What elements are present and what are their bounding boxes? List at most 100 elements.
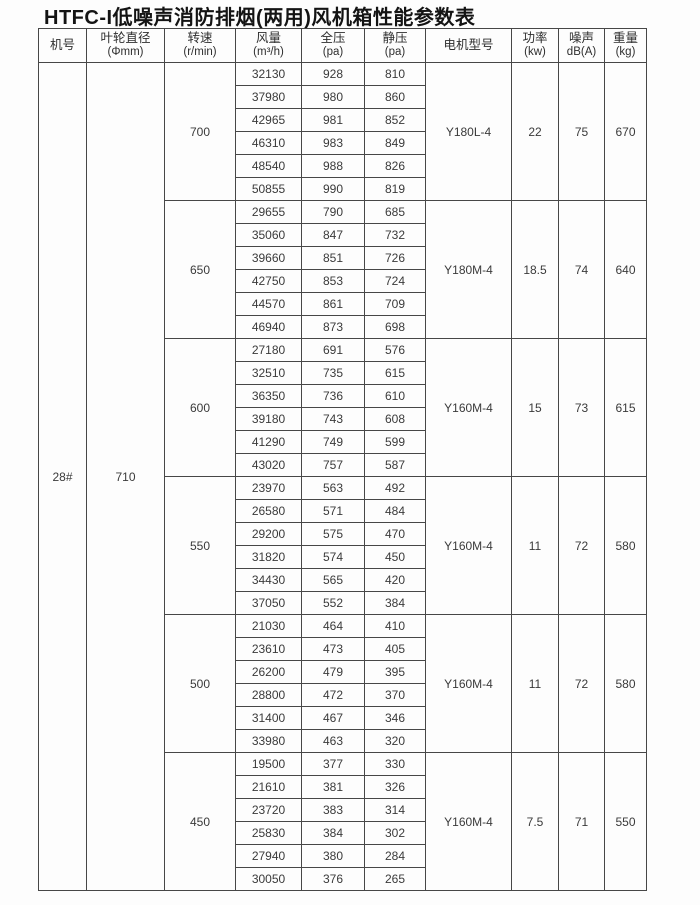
table-row: 31820 574 450 <box>39 545 647 569</box>
static-pressure-cell: 320 <box>364 729 426 753</box>
table-row: 35060 847 732 <box>39 223 647 247</box>
total-pressure-cell: 736 <box>301 384 365 408</box>
static-pressure-cell: 330 <box>364 752 426 776</box>
header-airflow: 风量 (m³/h) <box>235 28 302 63</box>
total-pressure-cell: 574 <box>301 545 365 569</box>
static-pressure-cell: 284 <box>364 844 426 868</box>
noise-cell: 71 <box>558 752 605 891</box>
airflow-cell: 23610 <box>235 637 302 661</box>
airflow-cell: 42750 <box>235 269 302 293</box>
total-pressure-cell: 990 <box>301 177 365 201</box>
table-row: 500 21030 464 410 Y160M-4 11 72 580 <box>39 614 647 753</box>
table-row: 46310 983 849 <box>39 131 647 155</box>
total-pressure-cell: 691 <box>301 338 365 362</box>
airflow-cell: 37050 <box>235 591 302 615</box>
total-pressure-cell: 757 <box>301 453 365 477</box>
header-weight: 重量 (kg) <box>604 28 647 63</box>
airflow-cell: 27940 <box>235 844 302 868</box>
impeller-diameter-cell: 710 <box>86 62 165 891</box>
airflow-cell: 26580 <box>235 499 302 523</box>
motor-model-cell: Y180M-4 <box>425 200 512 339</box>
static-pressure-cell: 726 <box>364 246 426 270</box>
header-label: 风量 <box>255 31 281 46</box>
table-row: 48540 988 826 <box>39 154 647 178</box>
total-pressure-cell: 377 <box>301 752 365 776</box>
static-pressure-cell: 576 <box>364 338 426 362</box>
page-title: HTFC-I低噪声消防排烟(两用)风机箱性能参数表 <box>44 7 476 29</box>
total-pressure-cell: 384 <box>301 821 365 845</box>
static-pressure-cell: 302 <box>364 821 426 845</box>
total-pressure-cell: 381 <box>301 775 365 799</box>
table-row: 27940 380 284 <box>39 844 647 868</box>
static-pressure-cell: 420 <box>364 568 426 592</box>
static-pressure-cell: 724 <box>364 269 426 293</box>
header-speed: 转速 (r/min) <box>164 28 236 63</box>
static-pressure-cell: 450 <box>364 545 426 569</box>
airflow-cell: 26200 <box>235 660 302 684</box>
total-pressure-cell: 380 <box>301 844 365 868</box>
airflow-cell: 21610 <box>235 775 302 799</box>
static-pressure-cell: 709 <box>364 292 426 316</box>
total-pressure-cell: 983 <box>301 131 365 155</box>
total-pressure-cell: 565 <box>301 568 365 592</box>
header-noise: 噪声 dB(A) <box>558 28 605 63</box>
weight-cell: 615 <box>604 338 647 477</box>
static-pressure-cell: 587 <box>364 453 426 477</box>
power-cell: 22 <box>511 62 559 201</box>
table-row: 21610 381 326 <box>39 775 647 799</box>
static-pressure-cell: 852 <box>364 108 426 132</box>
airflow-cell: 46940 <box>235 315 302 339</box>
noise-cell: 74 <box>558 200 605 339</box>
weight-cell: 580 <box>604 476 647 615</box>
airflow-cell: 21030 <box>235 614 302 638</box>
airflow-cell: 39660 <box>235 246 302 270</box>
header-unit: (pa) <box>384 46 406 59</box>
table-row: 26580 571 484 <box>39 499 647 523</box>
noise-cell: 72 <box>558 476 605 615</box>
power-cell: 11 <box>511 476 559 615</box>
header-row: 机号 叶轮直径 (Φmm) 转速 (r/min) 风量 (m³/h) 全压 (pa) 静压 (pa)… <box>38 28 647 63</box>
header-label: 全压 <box>320 31 346 46</box>
airflow-cell: 31820 <box>235 545 302 569</box>
static-pressure-cell: 484 <box>364 499 426 523</box>
header-unit: dB(A) <box>566 46 597 59</box>
static-pressure-cell: 849 <box>364 131 426 155</box>
total-pressure-cell: 735 <box>301 361 365 385</box>
airflow-cell: 19500 <box>235 752 302 776</box>
table-row: 39660 851 726 <box>39 246 647 270</box>
header-unit: (Φmm) <box>107 46 144 59</box>
total-pressure-cell: 467 <box>301 706 365 730</box>
static-pressure-cell: 410 <box>364 614 426 638</box>
header-motor-model: 电机型号 <box>425 28 512 63</box>
table-row: 450 19500 377 330 Y160M-4 7.5 71 550 <box>39 752 647 891</box>
motor-model-cell: Y160M-4 <box>425 752 512 891</box>
header-machine-no: 机号 <box>38 28 87 63</box>
header-unit: (pa) <box>322 46 344 59</box>
header-label: 转速 <box>187 31 213 46</box>
speed-cell: 600 <box>164 338 236 477</box>
table-row: 23610 473 405 <box>39 637 647 661</box>
table-row: 30050 376 265 <box>39 867 647 891</box>
static-pressure-cell: 314 <box>364 798 426 822</box>
total-pressure-cell: 571 <box>301 499 365 523</box>
header-label: 重量 <box>612 31 638 46</box>
total-pressure-cell: 473 <box>301 637 365 661</box>
airflow-cell: 32130 <box>235 62 302 86</box>
table-row: 33980 463 320 <box>39 729 647 753</box>
total-pressure-cell: 472 <box>301 683 365 707</box>
table-row: 37050 552 384 <box>39 591 647 615</box>
speed-cell: 450 <box>164 752 236 891</box>
airflow-cell: 42965 <box>235 108 302 132</box>
airflow-cell: 25830 <box>235 821 302 845</box>
table-row: 23720 383 314 <box>39 798 647 822</box>
airflow-cell: 48540 <box>235 154 302 178</box>
header-unit: (m³/h) <box>253 46 284 59</box>
total-pressure-cell: 988 <box>301 154 365 178</box>
total-pressure-cell: 383 <box>301 798 365 822</box>
table-row: 42750 853 724 <box>39 269 647 293</box>
table-row: 650 29655 790 685 Y180M-4 18.5 74 640 <box>39 200 647 339</box>
total-pressure-cell: 928 <box>301 62 365 86</box>
airflow-cell: 29200 <box>235 522 302 546</box>
table-row: 600 27180 691 576 Y160M-4 15 73 615 <box>39 338 647 477</box>
table-row: 550 23970 563 492 Y160M-4 11 72 580 <box>39 476 647 615</box>
